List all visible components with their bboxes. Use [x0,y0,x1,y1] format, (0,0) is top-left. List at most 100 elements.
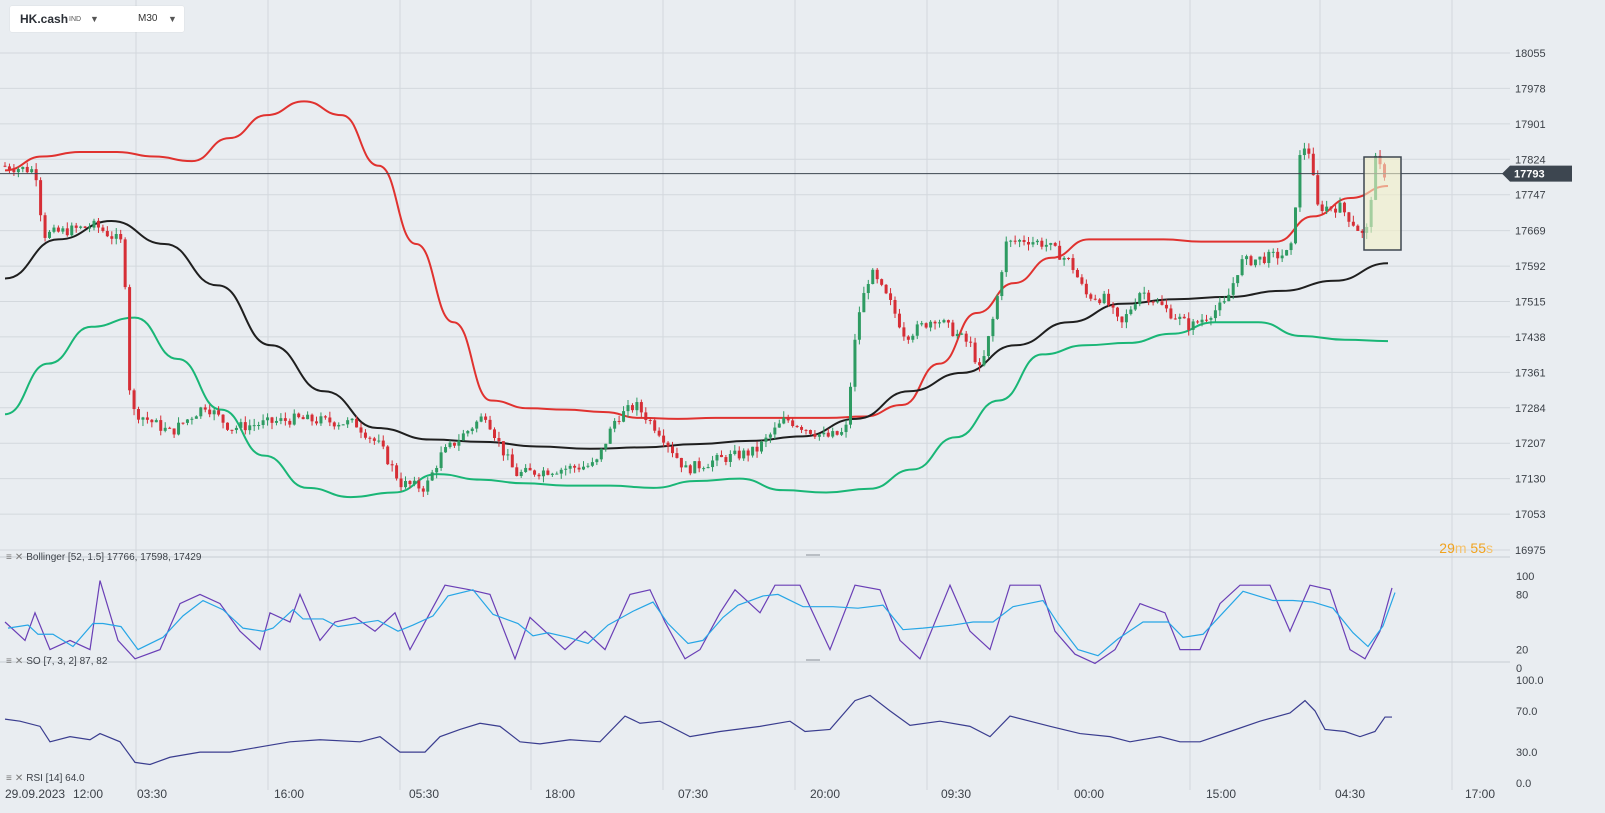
candle-body [826,432,830,437]
bollinger-bands [4,100,1389,499]
candle-body [1147,292,1151,302]
candle-body [889,293,893,300]
candle-body [266,417,270,421]
candle-body [1294,207,1297,244]
candle-body [243,422,247,431]
candle-body [635,402,639,411]
so-tick-label: 80 [1516,589,1528,601]
candle-body [1013,240,1017,242]
candle-body [688,465,692,474]
candle-body [782,417,786,424]
price-tick-label: 17130 [1515,474,1546,486]
bollinger-upper-line [4,100,1389,420]
time-axis-label: 04:30 [1335,787,1365,801]
stochastic-legend: ≡ ✕ SO [7, 3, 2] 87, 82 [6,656,107,667]
candle-body [1107,293,1111,306]
candle-body [528,467,532,471]
candle-body [657,430,661,436]
candle-body [719,454,723,458]
candle-body [332,422,336,427]
candle-body [1249,256,1253,266]
candle-body [746,450,750,456]
timeframe-select[interactable]: M30 [138,13,158,24]
price-tick-label: 17978 [1515,83,1546,95]
indicator-settings-icon[interactable]: ≡ [6,773,12,784]
candle-body [404,480,407,488]
candle-body [817,434,821,437]
candle-body [123,239,127,288]
candle-body [524,467,528,472]
symbol-dropdown-icon[interactable]: ▼ [90,14,99,24]
so-tick-label: 100 [1516,571,1534,583]
candle-body [1271,251,1275,253]
candle-body [1289,243,1293,251]
time-axis-label: 00:00 [1074,787,1104,801]
time-axis-label: 15:00 [1206,787,1236,801]
timeframe-dropdown-icon[interactable]: ▼ [168,14,177,24]
candle-body [991,318,995,337]
indicator-close-icon[interactable]: ✕ [14,773,24,784]
candle-body [1325,206,1329,212]
candle-body [880,279,884,285]
candle-body [728,454,732,462]
indicator-settings-icon[interactable]: ≡ [6,656,12,667]
candle-body [866,284,870,294]
candle-body [1253,259,1257,266]
indicator-close-icon[interactable]: ✕ [14,552,24,563]
time-axis-label: 17:00 [1465,787,1495,801]
candle-body [475,421,479,429]
candle-body [671,446,674,454]
rsi-panel: 100.0 70.0 30.0 0.0 [4,675,1544,790]
price-tick-label: 17901 [1515,119,1546,131]
candle-body [234,427,238,431]
candle-body [515,467,519,477]
candle-body [960,333,964,335]
candle-body [1205,319,1208,321]
candle-body [1035,240,1039,243]
candle-body [154,420,158,423]
candle-body [1178,316,1182,319]
candle-body [359,427,363,433]
candle-body [381,440,385,447]
candle-body [226,422,229,430]
candle-body [964,333,968,342]
candle-body [61,228,65,232]
candle-body [800,427,804,430]
candle-body [822,432,826,435]
candle-body [248,425,252,431]
candle-body [92,220,96,228]
bollinger-legend: ≡ ✕ Bollinger [52, 1.5] 17766, 17598, 1742… [6,552,201,563]
candle-body [1027,242,1030,245]
indicator-settings-icon[interactable]: ≡ [6,552,12,563]
candle-body [48,231,51,238]
candle-body [1209,318,1213,320]
candle-body [1053,243,1057,246]
indicator-close-icon[interactable]: ✕ [14,656,24,667]
candle-body [1031,242,1035,245]
candle-body [844,424,848,433]
countdown-minutes: 29 [1439,540,1455,556]
candle-body [751,446,755,456]
candle-body [217,410,221,415]
candle-body [706,467,710,469]
candle-body [457,440,461,446]
price-tick-label: 17284 [1515,403,1546,415]
candle-body [488,419,492,430]
price-tick-label: 17438 [1515,332,1546,344]
time-axis-label: 09:30 [941,787,971,801]
candle-body [1285,250,1289,256]
candle-body [417,480,421,489]
symbol-name[interactable]: HK.cash [20,12,69,26]
candle-body [808,430,812,434]
candle-body [875,269,879,280]
candle-body [1311,153,1315,176]
panel-resize-handle [806,659,820,661]
time-axis-label: 12:00 [73,787,103,801]
candle-body [1111,305,1115,308]
candle-body [399,478,403,488]
candle-body [1018,240,1022,242]
time-axis-label: 03:30 [137,787,167,801]
candle-body [857,312,861,340]
candle-body [159,420,163,431]
